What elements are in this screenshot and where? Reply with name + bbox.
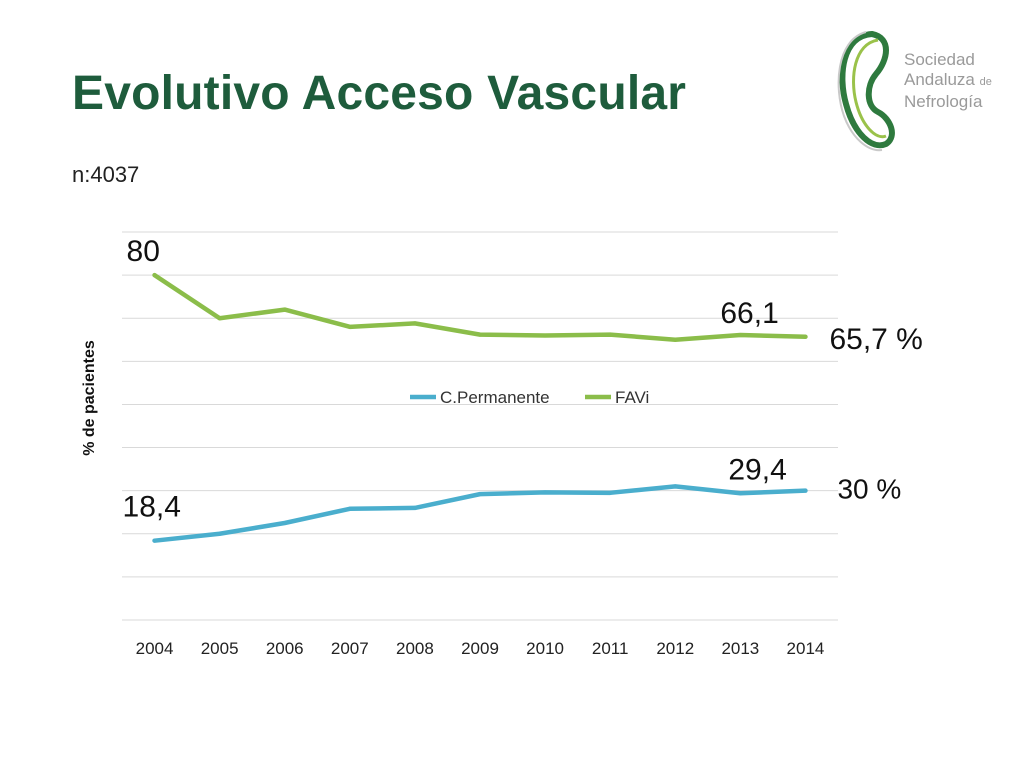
x-tick-label: 2014	[787, 639, 825, 658]
data-label: 18,4	[123, 491, 181, 524]
x-tick-label: 2010	[526, 639, 564, 658]
data-point	[673, 337, 678, 342]
data-point	[478, 492, 482, 497]
data-label: 66,1	[720, 297, 778, 330]
data-point	[673, 484, 678, 489]
data-point	[347, 324, 352, 329]
logo-text: Sociedad Andaluza de Nefrología	[904, 50, 992, 112]
y-axis-label: % de pacientes	[81, 340, 98, 456]
x-tick-label: 2006	[266, 639, 304, 658]
data-point	[152, 538, 157, 543]
data-label: 80	[127, 235, 160, 268]
kidney-logo-icon	[837, 30, 895, 152]
sample-size-label: n:4037	[72, 162, 140, 187]
data-point	[478, 332, 482, 337]
data-point	[217, 531, 222, 536]
data-point	[152, 273, 157, 278]
data-point	[608, 332, 613, 337]
data-label: 29,4	[728, 453, 786, 486]
data-point	[608, 490, 613, 495]
x-tick-label: 2007	[331, 639, 369, 658]
x-tick-label: 2005	[201, 639, 239, 658]
data-point	[347, 506, 352, 511]
data-label: 30 %	[837, 474, 901, 505]
data-point	[803, 334, 808, 339]
data-point	[282, 521, 287, 525]
legend-label: FAVi	[615, 388, 649, 407]
data-point	[412, 321, 417, 326]
legend-label: C.Permanente	[440, 388, 550, 407]
logo-line-1: Sociedad	[904, 50, 975, 69]
data-point	[217, 316, 222, 321]
data-label: 65,7 %	[829, 323, 922, 356]
x-tick-label: 2009	[461, 639, 499, 658]
slide-title: Evolutivo Acceso Vascular	[72, 67, 687, 120]
x-tick-label: 2004	[136, 639, 174, 658]
data-point	[543, 490, 548, 495]
series-line-favi	[152, 272, 808, 343]
x-tick-label: 2012	[656, 639, 694, 658]
x-tick-label: 2008	[396, 639, 434, 658]
data-point	[412, 505, 417, 510]
data-point	[543, 333, 548, 338]
logo-line-2: Andaluza de	[904, 70, 992, 89]
data-point	[282, 307, 287, 312]
data-point	[738, 491, 743, 496]
x-tick-label: 2013	[721, 639, 759, 658]
data-point	[738, 333, 743, 338]
data-point	[803, 488, 808, 493]
logo-line-3: Nefrología	[904, 92, 983, 111]
x-tick-label: 2011	[592, 639, 629, 658]
logo: Sociedad Andaluza de Nefrología	[832, 26, 1012, 158]
